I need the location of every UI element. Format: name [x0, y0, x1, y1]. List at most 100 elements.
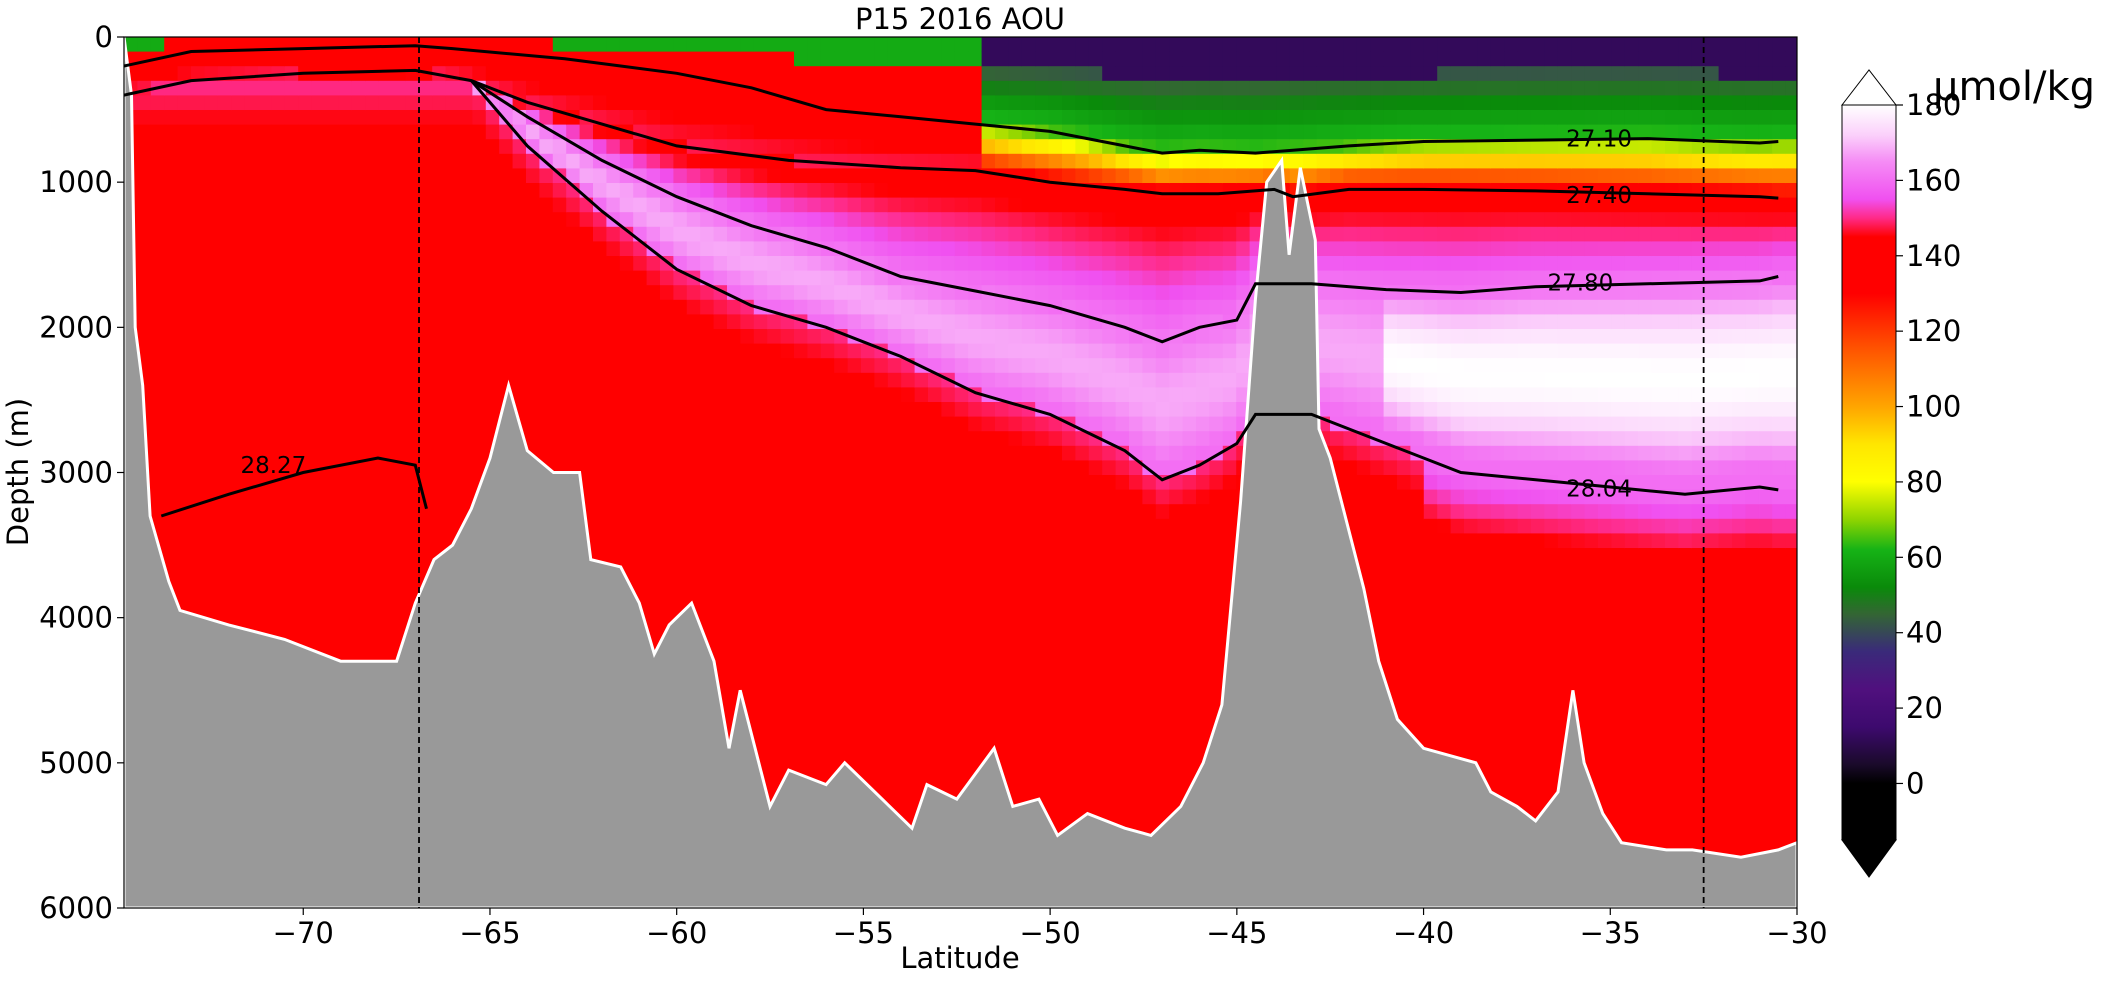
field-cell	[753, 562, 768, 578]
field-cell	[1115, 51, 1130, 67]
field-cell	[887, 504, 902, 520]
field-cell	[1129, 767, 1143, 783]
field-cell	[834, 299, 849, 315]
field-cell	[1182, 752, 1197, 768]
field-cell	[499, 110, 514, 126]
field-cell	[1236, 226, 1251, 242]
field-cell	[1102, 445, 1117, 461]
field-cell	[1196, 591, 1210, 607]
field-cell	[258, 124, 272, 140]
field-cell	[432, 460, 447, 476]
field-cell	[834, 285, 849, 301]
field-cell	[1075, 475, 1090, 491]
field-cell	[552, 358, 567, 374]
field-cell	[526, 168, 540, 184]
field-cell	[914, 518, 929, 534]
field-cell	[767, 577, 782, 593]
field-cell	[767, 153, 782, 169]
field-cell	[660, 358, 674, 374]
field-cell	[914, 504, 929, 520]
field-cell	[874, 723, 889, 739]
field-cell	[847, 621, 862, 637]
field-cell	[1088, 256, 1103, 272]
field-cell	[861, 358, 875, 374]
field-cell	[1169, 343, 1184, 359]
field-cell	[727, 226, 741, 242]
field-cell	[298, 110, 313, 126]
field-cell	[1102, 562, 1117, 578]
field-cell	[1075, 212, 1090, 228]
field-cell	[1075, 372, 1090, 388]
field-cell	[258, 329, 272, 345]
field-cell	[807, 504, 822, 520]
field-cell	[499, 343, 514, 359]
field-cell	[1062, 314, 1076, 330]
field-cell	[981, 650, 996, 666]
field-cell	[1075, 737, 1090, 753]
field-cell	[365, 635, 380, 651]
field-cell	[258, 577, 272, 593]
field-cell	[1142, 285, 1157, 301]
field-cell	[445, 256, 460, 272]
field-cell	[418, 299, 433, 315]
field-cell	[807, 475, 822, 491]
field-cell	[646, 606, 661, 622]
field-cell	[1196, 606, 1210, 622]
field-cell	[727, 402, 741, 418]
field-cell	[472, 95, 487, 111]
field-cell	[1008, 518, 1023, 534]
field-cell	[164, 110, 179, 126]
field-cell	[968, 504, 983, 520]
field-cell	[968, 548, 983, 564]
field-cell	[646, 489, 661, 505]
field-cell	[820, 475, 835, 491]
field-cell	[365, 606, 380, 622]
field-cell	[874, 475, 889, 491]
field-cell	[1142, 664, 1157, 680]
field-cell	[1075, 153, 1090, 169]
field-cell	[820, 460, 835, 476]
field-cell	[673, 372, 688, 388]
field-cell	[271, 460, 286, 476]
field-cell	[1102, 621, 1117, 637]
field-cell	[686, 372, 701, 388]
field-cell	[1129, 110, 1143, 126]
field-cell	[1008, 256, 1023, 272]
field-cell	[445, 431, 460, 447]
field-cell	[968, 606, 983, 622]
field-cell	[432, 387, 447, 403]
field-cell	[874, 285, 889, 301]
field-cell	[150, 372, 165, 388]
field-cell	[807, 299, 822, 315]
field-cell	[512, 299, 527, 315]
field-cell	[807, 358, 822, 374]
field-cell	[351, 533, 366, 549]
field-cell	[392, 416, 406, 432]
field-cell	[284, 489, 299, 505]
field-cell	[928, 80, 942, 96]
field-cell	[767, 314, 782, 330]
field-cell	[459, 475, 473, 491]
field-cell	[901, 635, 916, 651]
field-cell	[807, 489, 822, 505]
field-cell	[1088, 343, 1103, 359]
field-cell	[351, 226, 366, 242]
field-cell	[325, 577, 339, 593]
field-cell	[298, 139, 313, 155]
field-cell	[298, 285, 313, 301]
field-cell	[325, 562, 339, 578]
field-cell	[445, 212, 460, 228]
field-cell	[579, 256, 594, 272]
field-cell	[244, 577, 259, 593]
field-cell	[1048, 431, 1063, 447]
field-cell	[861, 767, 875, 783]
field-cell	[1102, 767, 1117, 783]
field-cell	[713, 635, 728, 651]
field-cell	[217, 548, 232, 564]
field-cell	[901, 314, 916, 330]
field-cell	[820, 445, 835, 461]
field-cell	[593, 256, 607, 272]
field-cell	[981, 139, 996, 155]
field-cell	[1182, 270, 1197, 286]
field-cell	[914, 37, 929, 53]
